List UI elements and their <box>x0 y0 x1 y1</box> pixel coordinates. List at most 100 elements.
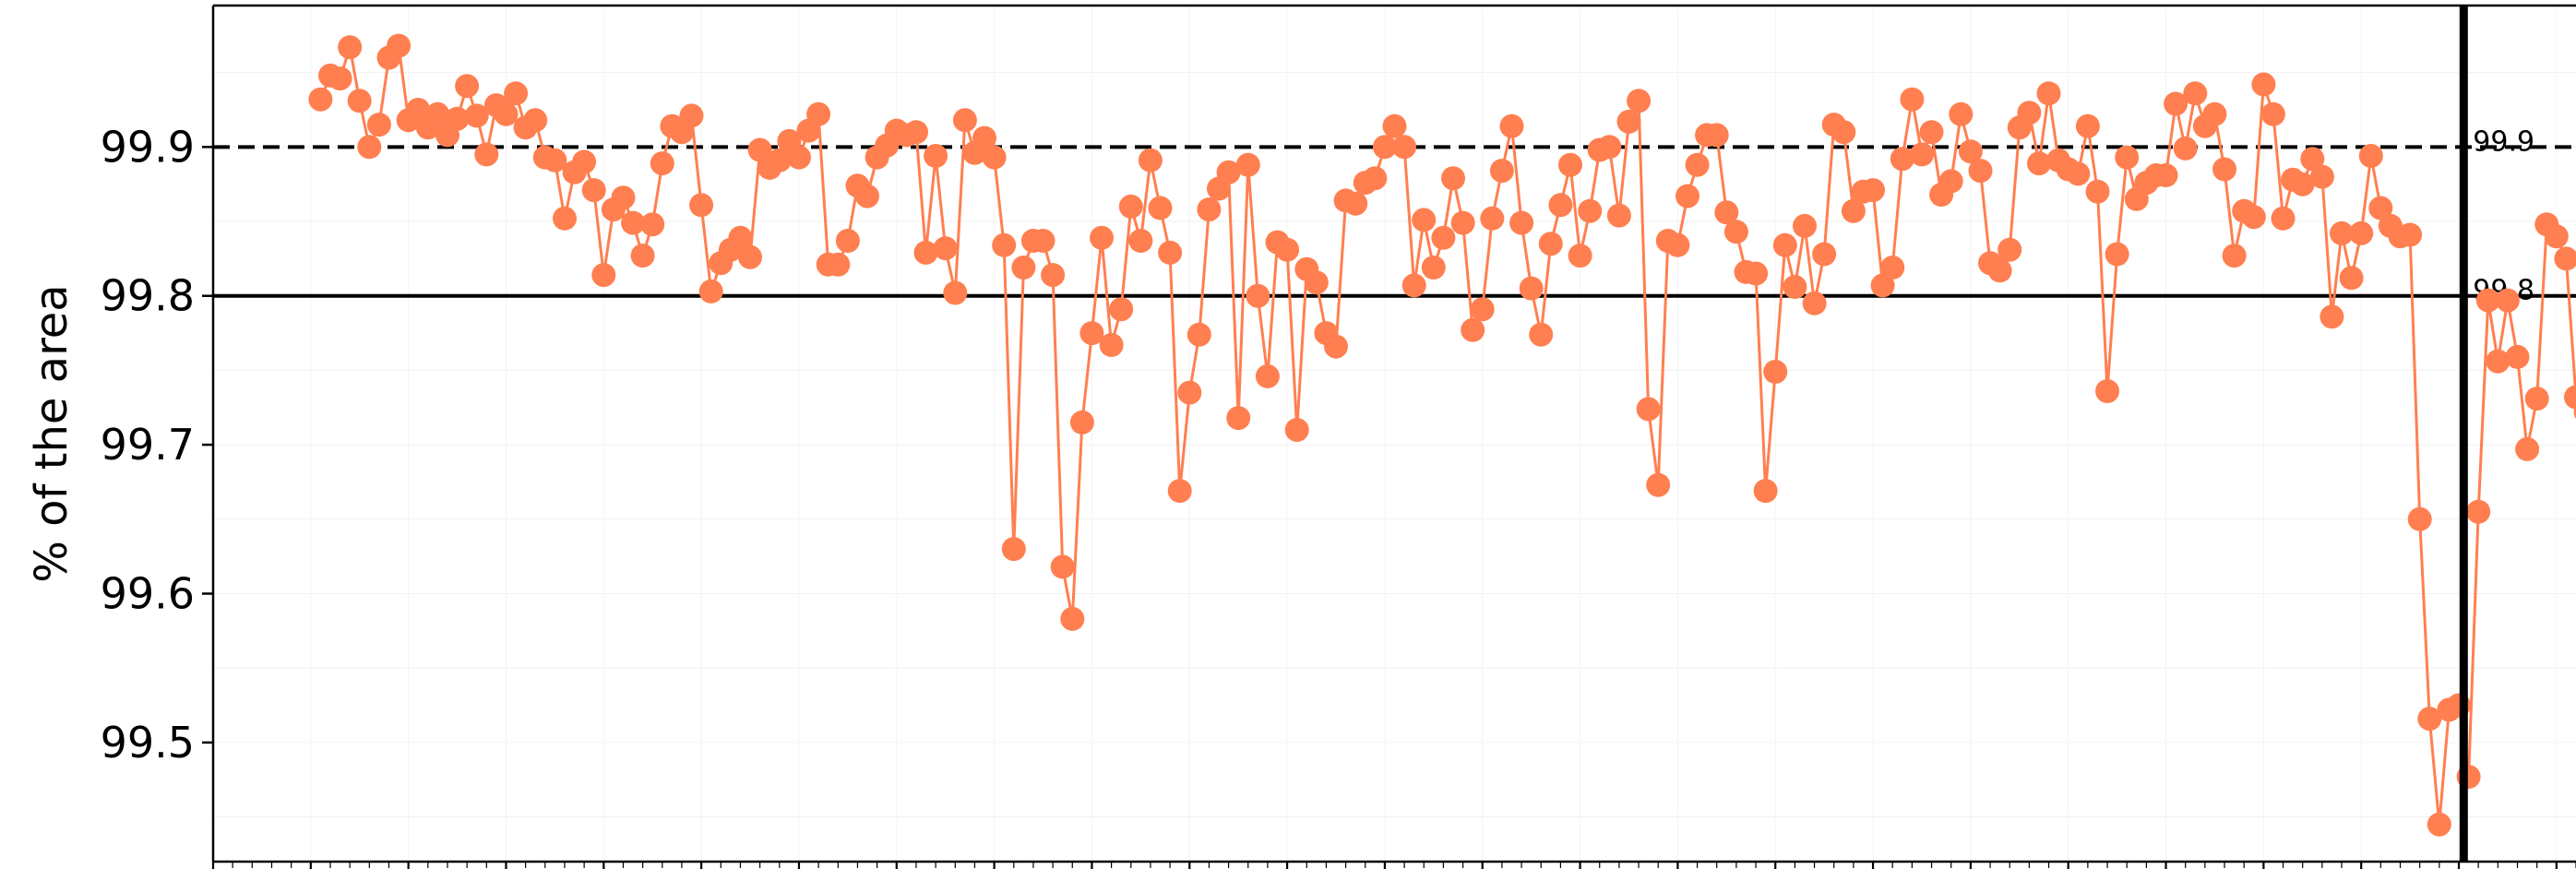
data-point <box>1109 297 1134 322</box>
data-point <box>1158 240 1183 265</box>
data-point <box>2271 206 2296 231</box>
data-point <box>1548 193 1573 218</box>
data-point <box>2524 387 2549 411</box>
data-point <box>855 184 879 208</box>
data-point <box>1470 297 1495 322</box>
data-point <box>826 252 851 277</box>
data-point <box>1831 120 1856 145</box>
data-point <box>1177 380 1202 405</box>
data-point <box>1646 472 1671 497</box>
data-point <box>1616 109 1641 134</box>
data-point <box>1401 273 1426 298</box>
data-point <box>2358 144 2383 168</box>
data-point <box>308 87 333 112</box>
data-point <box>1392 135 1417 160</box>
data-point <box>1998 237 2022 262</box>
data-point <box>581 178 606 203</box>
data-point <box>2515 436 2540 461</box>
data-point <box>1861 178 1885 203</box>
data-point <box>2164 91 2188 116</box>
data-point <box>1597 135 1622 160</box>
data-point <box>611 185 636 210</box>
data-point <box>1841 198 1866 223</box>
data-point <box>2202 101 2227 126</box>
data-point <box>1099 333 1124 357</box>
data-point <box>1968 159 1993 184</box>
data-point <box>972 125 996 150</box>
data-point <box>738 244 762 269</box>
data-point <box>2290 172 2315 196</box>
reference-label: 99.9 <box>2473 125 2534 158</box>
data-point <box>2017 101 2042 125</box>
data-point <box>1676 184 1699 208</box>
y-tick-label: 99.8 <box>101 271 195 321</box>
data-point <box>2173 136 2198 161</box>
data-point <box>2027 151 2051 176</box>
data-point <box>1753 479 1778 504</box>
data-point <box>1636 397 1661 422</box>
data-point <box>1529 322 1554 347</box>
data-point <box>591 263 616 288</box>
data-point <box>2475 288 2500 313</box>
data-point <box>630 244 655 268</box>
data-point <box>1812 242 1837 267</box>
data-point <box>1050 554 1075 579</box>
data-point <box>1910 142 1934 167</box>
data-point <box>1128 229 1153 253</box>
data-point <box>2495 288 2520 313</box>
data-point <box>913 240 938 265</box>
data-point <box>1627 89 1652 113</box>
data-point <box>2260 101 2285 126</box>
data-point <box>924 144 948 168</box>
data-point <box>2105 242 2129 267</box>
data-point <box>1041 263 1066 288</box>
data-point <box>2349 220 2374 245</box>
data-point <box>1343 191 1368 216</box>
data-point <box>2407 506 2432 531</box>
y-axis-label: % of the area <box>26 284 78 582</box>
data-point <box>982 145 1007 170</box>
data-point <box>2368 196 2393 220</box>
data-point <box>2036 81 2061 106</box>
data-point <box>1118 194 1143 219</box>
data-point <box>1138 148 1163 173</box>
data-point <box>1578 198 1603 223</box>
data-point <box>1461 317 1485 342</box>
data-point <box>1919 120 1944 145</box>
data-point <box>2320 304 2344 329</box>
data-point <box>338 35 363 60</box>
data-point <box>1499 113 1524 138</box>
data-point <box>1489 159 1514 184</box>
y-tick-label: 99.9 <box>101 122 195 172</box>
data-point <box>1246 283 1270 308</box>
data-point <box>698 279 723 304</box>
data-point <box>728 225 753 250</box>
data-point <box>1480 206 1505 231</box>
data-point <box>1079 321 1104 346</box>
data-point <box>1372 135 1397 160</box>
data-point <box>406 98 431 122</box>
data-point <box>1685 152 1710 177</box>
data-point <box>357 135 382 160</box>
data-point <box>904 120 928 145</box>
data-point <box>1304 270 1329 295</box>
data-point <box>2417 707 2442 732</box>
data-point <box>640 212 665 237</box>
data-point <box>366 113 391 137</box>
data-point <box>1558 152 1582 177</box>
data-point <box>2330 220 2354 245</box>
data-point <box>2554 246 2576 271</box>
data-point <box>2339 266 2364 291</box>
data-point <box>2486 349 2510 374</box>
data-point <box>1011 256 1036 280</box>
data-point <box>1568 244 1592 268</box>
data-point <box>523 108 548 133</box>
data-point <box>464 103 489 128</box>
data-point <box>1723 220 1748 244</box>
data-point <box>425 101 450 126</box>
y-tick-label: 99.5 <box>101 718 195 768</box>
data-point <box>2183 81 2208 106</box>
data-point <box>747 137 772 162</box>
data-point <box>2075 113 2100 138</box>
data-point <box>1090 225 1114 250</box>
